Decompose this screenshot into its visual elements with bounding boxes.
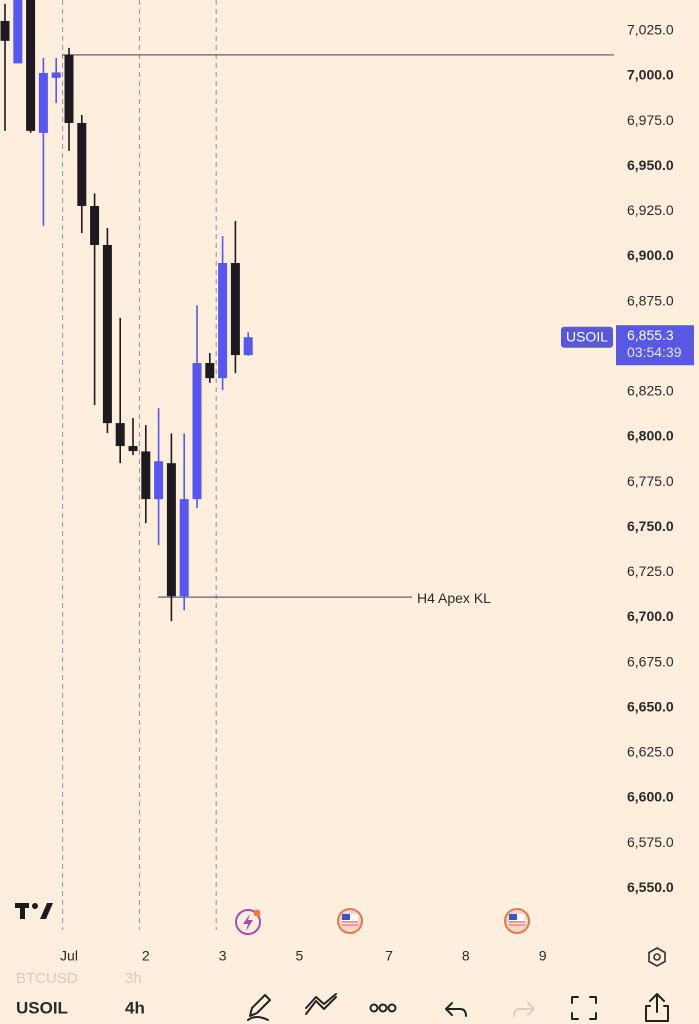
y-tick-label: 6,575.0 — [627, 834, 674, 850]
price-tag-label: 6,855.3 — [627, 327, 674, 343]
toolbar — [0, 988, 699, 1024]
y-tick-label: 6,675.0 — [627, 653, 674, 669]
x-tick-label: 7 — [385, 948, 393, 964]
symbol-tag-label: USOIL — [566, 328, 608, 344]
y-tick-label: 6,725.0 — [627, 563, 674, 579]
candle-body — [166, 463, 176, 597]
y-tick-label: 6,800.0 — [627, 428, 674, 444]
candle-body — [51, 72, 61, 78]
interval[interactable]: 4h — [125, 998, 145, 1017]
candle-body — [115, 423, 125, 447]
tradingview-logo[interactable] — [15, 903, 53, 919]
y-tick-label: 6,875.0 — [627, 292, 674, 308]
y-tick-label: 6,900.0 — [627, 247, 674, 263]
candle-body — [102, 244, 112, 424]
price-countdown: 03:54:39 — [627, 344, 682, 360]
y-tick-label: 6,625.0 — [627, 744, 674, 760]
indicators-tool[interactable] — [305, 993, 337, 1015]
more-tool[interactable] — [369, 1003, 397, 1013]
symbol-tag — [561, 326, 613, 348]
candle-body — [179, 499, 189, 597]
candle-body — [38, 72, 48, 133]
y-tick-label: 6,700.0 — [627, 608, 674, 624]
y-tick-label: 6,650.0 — [627, 698, 674, 714]
candle-body — [64, 54, 74, 123]
candle-body — [243, 337, 253, 356]
y-tick-label: 7,025.0 — [627, 22, 674, 38]
settings-icon[interactable] — [648, 947, 666, 967]
x-tick-label: 8 — [462, 948, 470, 964]
y-tick-label: 6,750.0 — [627, 518, 674, 534]
x-tick-label: 9 — [539, 948, 547, 964]
y-tick-label: 6,950.0 — [627, 157, 674, 173]
day-separators — [62, 0, 217, 930]
candle-body — [90, 205, 100, 245]
plot: 6,550.0 6,575.0 6,600.0 6,625.0 6,650.0 6,675… — [0, 0, 694, 964]
symbol[interactable]: USOIL — [16, 998, 68, 1017]
candle-body — [218, 263, 228, 379]
candle-body — [230, 263, 240, 356]
share[interactable] — [645, 993, 669, 1022]
candle-body — [13, 0, 23, 64]
y-tick-label: 7,000.0 — [627, 67, 674, 83]
level-label: H4 Apex KL — [417, 590, 491, 606]
candle-body — [205, 363, 215, 379]
previous-symbol: BTCUSD — [16, 970, 78, 987]
economic-event-icon[interactable] — [337, 908, 363, 934]
redo[interactable] — [513, 1002, 535, 1017]
x-tick-label: 3 — [219, 948, 227, 964]
candle-body — [192, 363, 202, 500]
draw-tool[interactable] — [247, 994, 271, 1021]
candle-body — [154, 461, 164, 500]
price-tag — [616, 325, 694, 366]
candle-body — [141, 451, 151, 500]
candle-body — [77, 122, 87, 206]
y-tick-label: 6,825.0 — [627, 383, 674, 399]
x-tick-label: 2 — [142, 948, 150, 964]
candle-body — [26, 0, 36, 131]
candle-body — [0, 20, 10, 41]
fullscreen[interactable] — [571, 996, 597, 1020]
y-tick-label: 6,600.0 — [627, 789, 674, 805]
economic-event-icon[interactable] — [504, 908, 530, 934]
candle-body — [128, 446, 138, 452]
undo[interactable] — [445, 1002, 467, 1017]
y-tick-label: 6,925.0 — [627, 202, 674, 218]
x-tick-label: 5 — [296, 948, 304, 964]
y-tick-label: 6,550.0 — [627, 879, 674, 895]
x-tick-label: Jul — [60, 948, 78, 964]
y-tick-label: 6,775.0 — [627, 473, 674, 489]
event-icon[interactable] — [235, 909, 261, 935]
y-tick-label: 6,975.0 — [627, 112, 674, 128]
previous-interval: 3h — [125, 970, 142, 987]
